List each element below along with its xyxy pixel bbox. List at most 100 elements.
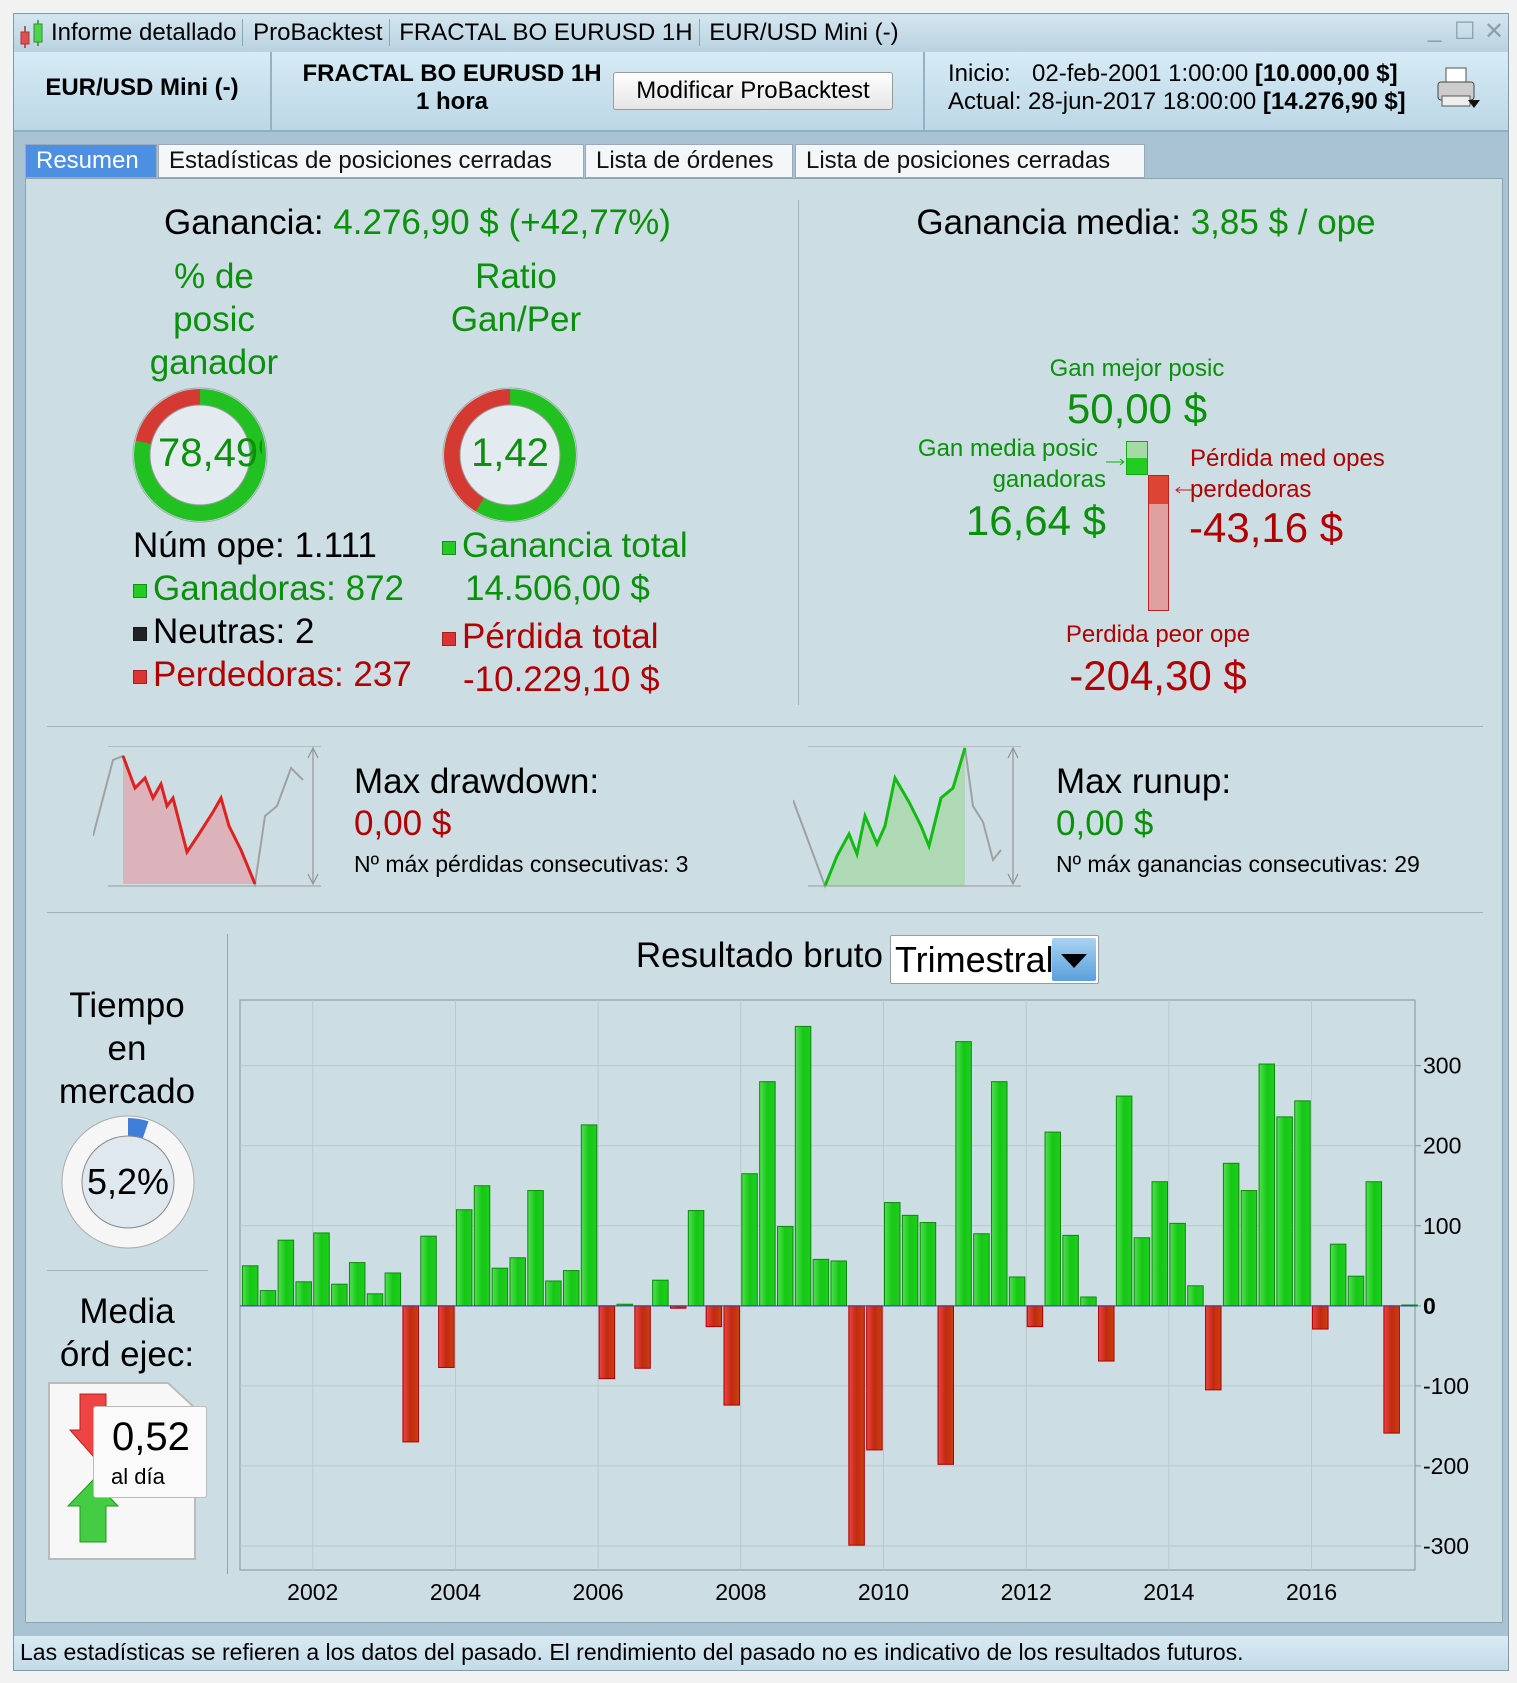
chevron-down-icon[interactable] — [1052, 938, 1096, 981]
bar-2011-q4 — [1008, 1276, 1026, 1307]
summary-panel: Ganancia: 4.276,90 $ (+42,77%) % de posi… — [25, 178, 1503, 1623]
current-capital: [14.276,90 $] — [1262, 88, 1406, 115]
worst-position-label: Perdida peor ope — [1065, 621, 1251, 648]
label-line: ganadoras — [992, 466, 1106, 493]
bar-2017-q1 — [1383, 1305, 1400, 1434]
bar-2013-q3 — [1133, 1237, 1151, 1307]
report-header: EUR/USD Mini (-) FRACTAL BO EURUSD 1H 1 … — [14, 52, 1508, 132]
bar-2004-q2 — [473, 1185, 491, 1307]
avg-loss-label: Pérdida med opes perdedoras — [1190, 445, 1385, 504]
total-gain-label: Ganancia total — [462, 526, 688, 565]
bar-2011-q1 — [955, 1041, 972, 1307]
title-segment: ProBacktest — [250, 19, 390, 46]
y-tick-label: 300 — [1423, 1053, 1461, 1079]
bar-2008-q3 — [776, 1226, 794, 1307]
bar-2007-q4 — [723, 1305, 740, 1406]
y-tick-label: -200 — [1423, 1453, 1469, 1479]
neutral-count: Neutras: 2 — [133, 612, 314, 652]
period-select[interactable]: Trimestral — [890, 935, 1099, 984]
chart-title: Resultado bruto — [635, 936, 883, 975]
neutral-text: Neutras: 2 — [153, 612, 315, 651]
title-line: Media — [79, 1292, 175, 1331]
ratio-value: 1,42 — [471, 431, 549, 475]
current-label: Actual: — [948, 88, 1022, 115]
report-window: Informe detallado ProBacktest FRACTAL BO… — [13, 13, 1509, 1671]
runup-chart-icon — [793, 746, 1021, 889]
current-date: 28-jun-2017 18:00:00 — [1028, 88, 1257, 115]
title-line: mercado — [58, 1072, 196, 1111]
bar-2003-q1 — [384, 1272, 402, 1307]
bar-2004-q3 — [491, 1267, 509, 1307]
bar-2001-q1 — [241, 1265, 259, 1307]
gain-percent: (+42,77%) — [508, 203, 671, 242]
total-gain-row: Ganancia: 4.276,90 $ (+42,77%) — [164, 203, 671, 243]
start-capital: [10.000,00 $] — [1254, 60, 1398, 87]
bar-2009-q4 — [866, 1305, 883, 1451]
title-line: Gan/Per — [450, 300, 582, 339]
losers-count: Perdedoras: 237 — [133, 655, 412, 695]
label-line: perdedoras — [1190, 476, 1312, 503]
win-pct-donut — [132, 387, 268, 523]
section-divider — [227, 934, 228, 1574]
gain-value: 4.276,90 $ — [333, 203, 499, 242]
bar-2001-q2 — [259, 1290, 277, 1307]
bar-2002-q3 — [348, 1262, 366, 1307]
tab-resumen[interactable]: Resumen — [25, 144, 157, 178]
tab-order-list[interactable]: Lista de órdenes — [585, 144, 793, 178]
window-title: Informe detallado ProBacktest FRACTAL BO… — [51, 18, 899, 48]
title-line: Tiempo — [69, 986, 185, 1025]
section-divider — [47, 1270, 208, 1271]
title-segment: FRACTAL BO EURUSD 1H — [396, 19, 700, 46]
orders-per-day-value: 0,52 — [112, 1415, 190, 1459]
bar-2003-q4 — [438, 1305, 455, 1368]
modify-probacktest-button[interactable]: Modificar ProBacktest — [613, 72, 893, 110]
status-bar: Las estadísticas se refieren a los datos… — [14, 1636, 1508, 1670]
orders-per-day-unit: al día — [111, 1464, 165, 1489]
start-date: 02-feb-2001 1:00:00 — [1032, 60, 1249, 87]
max-consecutive-losses: Nº máx pérdidas consecutivas: 3 — [354, 851, 689, 877]
section-divider — [798, 200, 799, 705]
bar-2008-q4 — [794, 1025, 812, 1307]
print-icon[interactable] — [1434, 66, 1482, 112]
x-tick-label: 2010 — [858, 1579, 909, 1605]
max-runup-label: Max runup: — [1056, 762, 1232, 801]
bar-2003-q2 — [402, 1305, 419, 1443]
losers-text: Perdedoras: 237 — [153, 655, 412, 694]
donut-market-arc — [64, 1118, 192, 1246]
period-select-value: Trimestral — [895, 939, 1054, 980]
maximize-button[interactable]: ☐ — [1454, 18, 1476, 45]
max-drawdown-value: 0,00 $ — [354, 804, 452, 843]
timeframe: 1 hora — [415, 88, 489, 115]
win-pct-title: % de posic ganador — [144, 255, 284, 384]
donut-loss-arc — [444, 389, 576, 521]
tab-closed-position-list[interactable]: Lista de posiciones cerradas — [795, 144, 1145, 178]
bar-2010-q2 — [901, 1214, 919, 1307]
close-button[interactable]: ✕ — [1484, 18, 1505, 45]
orders-per-day-callout: 0,52 al día — [93, 1406, 207, 1498]
bar-2012-q2 — [1044, 1131, 1062, 1307]
title-line: en — [107, 1029, 147, 1068]
title-bar[interactable]: Informe detallado ProBacktest FRACTAL BO… — [14, 14, 1508, 52]
bar-2002-q2 — [331, 1283, 348, 1307]
bar-2016-q3 — [1347, 1275, 1365, 1307]
start-info: Inicio: 02-feb-2001 1:00:00 [10.000,00 $] — [948, 60, 1398, 88]
minimize-button[interactable]: _ — [1428, 16, 1442, 43]
avg-loss-value: -43,16 $ — [1189, 504, 1344, 551]
bar-2002-q4 — [366, 1293, 384, 1307]
bar-2013-q1 — [1098, 1305, 1115, 1362]
bar-2005-q4 — [580, 1124, 598, 1307]
current-info: Actual: 28-jun-2017 18:00:00 [14.276,90 … — [948, 88, 1406, 116]
best-position-value: 50,00 $ — [1066, 385, 1208, 432]
red-square-icon — [442, 631, 456, 646]
bar-2006-q4 — [652, 1279, 669, 1307]
title-line: Ratio — [475, 257, 557, 296]
worst-position-value: -204,30 $ — [1069, 652, 1247, 699]
title-segment: Informe detallado — [51, 19, 244, 46]
average-gain-row: Ganancia media: 3,85 $ / ope — [786, 203, 1506, 243]
bar-2013-q4 — [1151, 1181, 1169, 1307]
time-in-market-title: Tiempo en mercado — [47, 984, 207, 1113]
tab-closed-position-stats[interactable]: Estadísticas de posiciones cerradas — [158, 144, 584, 178]
red-square-icon — [133, 669, 147, 684]
bar-2004-q1 — [455, 1209, 473, 1307]
header-divider — [923, 52, 925, 130]
